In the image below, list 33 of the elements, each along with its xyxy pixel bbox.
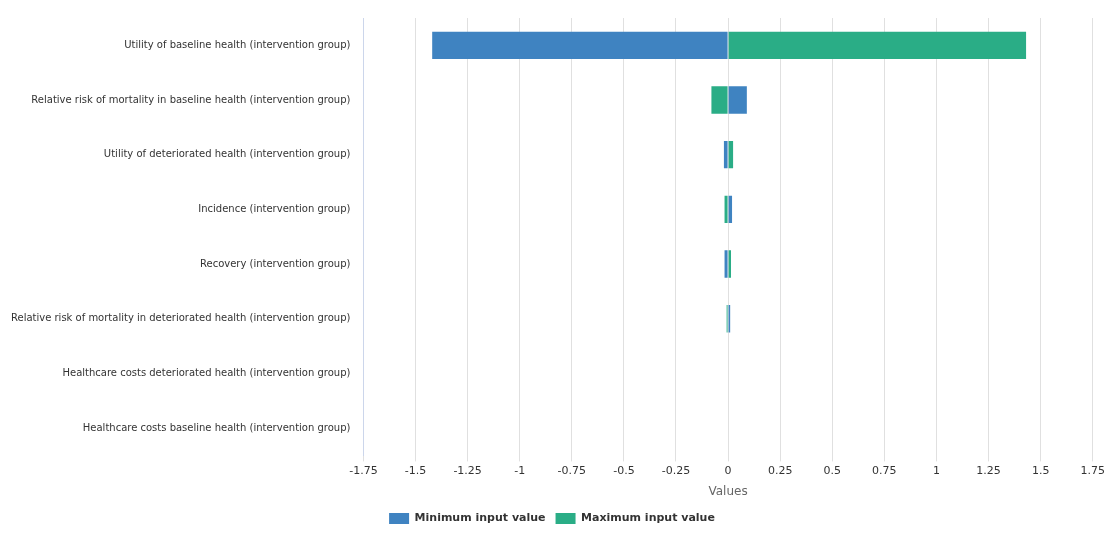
x-tick-label: 0.75 — [872, 463, 897, 477]
y-tick-label: Recovery (intervention group) — [199, 257, 351, 269]
x-tick-label: -0.25 — [661, 463, 691, 477]
x-tick-label: 0.25 — [767, 463, 793, 477]
y-tick-label: Relative risk of mortality in baseline health (intervention group) — [31, 93, 351, 105]
x-tick-label: -1.5 — [404, 463, 427, 477]
x-tick-label: 0 — [724, 463, 732, 477]
bar — [723, 141, 728, 169]
y-tick-label: Relative risk of mortality in deteriorated health (intervention group) — [10, 312, 351, 324]
x-tick-label: -0.75 — [557, 463, 587, 477]
x-tick-label: -1 — [514, 463, 526, 477]
x-tick-label: 0.5 — [823, 463, 842, 477]
x-tick-label: 1.75 — [1080, 463, 1105, 477]
bar — [724, 195, 728, 224]
y-tick-label: Incidence (intervention group) — [198, 202, 351, 214]
x-tick-label: -0.5 — [613, 463, 635, 477]
bar — [728, 31, 1027, 60]
x-axis-title: Values — [708, 483, 748, 498]
x-tick-label: -1.25 — [453, 463, 482, 477]
bar — [728, 86, 747, 114]
y-tick-label: Healthcare costs baseline health (intervention group) — [82, 421, 351, 433]
bar — [432, 31, 728, 60]
x-tick-label: -1.75 — [349, 463, 378, 477]
x-tick-label: 1 — [932, 463, 940, 477]
legend-label: Minimum input value — [414, 511, 546, 525]
bar — [724, 250, 728, 278]
bar — [711, 86, 728, 114]
x-tick-label: 1.25 — [976, 463, 1001, 477]
y-tick-label: Healthcare costs deteriorated health (intervention group) — [62, 366, 351, 378]
y-tick-label: Utility of baseline health (intervention group) — [124, 38, 351, 50]
y-tick-label: Utility of deteriorated health (intervention group) — [103, 148, 351, 160]
x-tick-label: 1.5 — [1031, 463, 1050, 477]
legend-label: Maximum input value — [581, 511, 715, 525]
